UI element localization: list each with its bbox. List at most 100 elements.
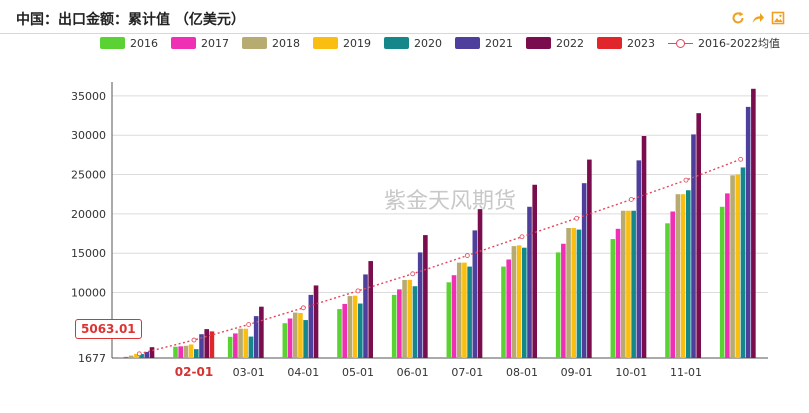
bar-2017	[397, 289, 402, 358]
bar-2019	[134, 353, 139, 358]
average-point	[355, 288, 361, 294]
x-tick-label: 08-01	[506, 366, 538, 379]
bar-2020	[139, 354, 144, 358]
bar-2020	[740, 167, 746, 358]
bar-2017	[178, 346, 183, 358]
bar-2018	[566, 228, 571, 358]
legend-label: 2019	[343, 36, 371, 50]
bar-2018	[402, 279, 407, 358]
legend-swatch	[455, 37, 480, 49]
bar-2020	[412, 286, 418, 358]
bar-2017	[670, 211, 675, 358]
bar-2019	[516, 245, 522, 358]
save-image-icon[interactable]	[771, 10, 785, 25]
bar-2020	[248, 336, 254, 358]
legend-item[interactable]: 2020	[384, 37, 442, 50]
bar-2018	[456, 262, 462, 358]
x-tick-label: 02-01	[175, 365, 213, 379]
bar-2020	[576, 229, 582, 358]
bar-2018	[128, 355, 134, 358]
legend-swatch	[526, 37, 551, 49]
legend-item-average[interactable]: 2016-2022均值	[668, 35, 780, 51]
bar-2019	[571, 228, 577, 358]
bar-2016	[665, 223, 670, 358]
bar-2018	[675, 194, 681, 358]
bar-2021	[527, 206, 532, 358]
legend-label: 2020	[414, 36, 442, 50]
legend-line-marker	[668, 37, 693, 49]
bar-2022	[477, 209, 483, 358]
bar-2017	[725, 193, 730, 358]
legend-item[interactable]: 2018	[242, 37, 300, 50]
x-tick-label: 11-01	[670, 366, 702, 379]
bar-2022	[751, 88, 756, 358]
legend-label: 2022	[556, 36, 584, 50]
legend-item[interactable]: 2021	[455, 37, 513, 50]
bar-2019	[680, 194, 686, 358]
bar-2016	[282, 323, 288, 358]
bar-2021	[144, 351, 150, 358]
bar-2017	[287, 318, 293, 358]
bar-2016	[391, 294, 397, 358]
share-icon[interactable]	[751, 10, 765, 24]
bar-2016	[610, 239, 616, 358]
bar-2020	[631, 210, 636, 358]
bar-2022	[532, 184, 537, 358]
legend-swatch	[313, 37, 338, 49]
bar-2019	[462, 262, 467, 358]
chart-header: 中国：出口金额：累计值 （亿美元）	[0, 0, 809, 34]
bar-2020	[194, 349, 199, 358]
refresh-icon[interactable]	[731, 10, 745, 24]
bar-2022	[641, 135, 647, 358]
bar-2021	[581, 183, 587, 358]
legend-swatch	[100, 37, 125, 49]
bar-2021	[691, 134, 696, 358]
legend-label: 2016	[130, 36, 158, 50]
chart-legend: 2016 2017 2018 2019 2020 2021 2022 2023 2016-202…	[100, 35, 793, 51]
bar-2020	[303, 320, 308, 358]
average-point	[738, 156, 744, 162]
bar-2022	[696, 113, 701, 358]
bar-2016	[501, 266, 506, 358]
bar-2016	[173, 346, 178, 358]
bar-2022	[423, 235, 428, 358]
bar-2019	[298, 312, 303, 358]
average-line	[139, 158, 741, 355]
bar-2022	[259, 306, 264, 358]
bar-2021	[472, 230, 478, 358]
legend-item[interactable]: 2022	[526, 37, 584, 50]
legend-item[interactable]: 2017	[171, 37, 229, 50]
average-point	[574, 215, 580, 221]
bar-2017	[615, 228, 621, 358]
bar-2022	[587, 159, 592, 358]
legend-label: 2021	[485, 36, 513, 50]
bar-2021	[308, 294, 314, 358]
bar-2018	[730, 175, 735, 358]
y-tick-label: 30000	[71, 129, 106, 142]
bar-2022	[204, 329, 209, 358]
average-point	[410, 271, 416, 277]
average-point	[136, 351, 142, 357]
bar-2021	[745, 106, 751, 358]
y-tick-label: 25000	[71, 169, 106, 182]
legend-label: 2018	[272, 36, 300, 50]
legend-label: 2016-2022均值	[698, 37, 780, 50]
watermark: 紫金天风期货	[384, 189, 516, 214]
bar-2020	[358, 303, 363, 358]
bar-2020	[686, 190, 691, 358]
y-tick-label: 1677	[78, 352, 106, 365]
bar-2021	[636, 160, 642, 358]
toolbar	[731, 10, 785, 25]
bar-2023	[209, 331, 215, 358]
bar-2018	[292, 312, 298, 358]
legend-item[interactable]: 2019	[313, 37, 371, 50]
bar-2018	[238, 328, 243, 358]
bar-2018	[347, 296, 353, 358]
legend-swatch	[597, 37, 622, 49]
legend-label: 2023	[627, 36, 655, 50]
legend-item[interactable]: 2023	[597, 37, 655, 50]
bar-2017	[233, 333, 238, 358]
legend-item[interactable]: 2016	[100, 37, 158, 50]
legend-swatch	[242, 37, 267, 49]
x-tick-label: 05-01	[342, 366, 374, 379]
